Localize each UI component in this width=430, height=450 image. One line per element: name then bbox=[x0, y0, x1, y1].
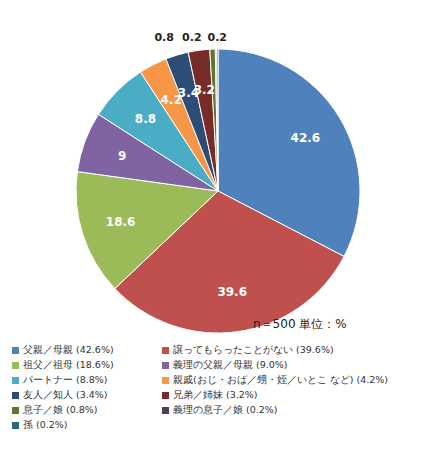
html-text:親戚(おじ・おば／甥・姪／いとこ など) (4.2%): 親戚(おじ・おば／甥・姪／いとこ など) (4.2%) bbox=[173, 374, 388, 385]
svg-text:9: 9 bbox=[118, 149, 126, 163]
svg-text:0.2: 0.2 bbox=[208, 31, 228, 44]
html-text:パートナー (8.8%): パートナー (8.8%) bbox=[23, 374, 108, 385]
svg-text:8.8: 8.8 bbox=[135, 112, 156, 126]
svg-text:18.6: 18.6 bbox=[106, 215, 136, 229]
svg-text:39.6: 39.6 bbox=[217, 285, 247, 299]
html-text:孫 (0.2%): 孫 (0.2%) bbox=[23, 419, 68, 430]
svg-text:3.4: 3.4 bbox=[177, 86, 200, 101]
html-text:n＝500 単位：%: n＝500 単位：% bbox=[253, 317, 347, 331]
html-text:友人／知人 (3.4%): 友人／知人 (3.4%) bbox=[23, 389, 108, 400]
html-text:祖父／祖母 (18.6%): 祖父／祖母 (18.6%) bbox=[23, 359, 114, 370]
html-text:義理の息子／娘 (0.2%): 義理の息子／娘 (0.2%) bbox=[173, 404, 278, 415]
html-text:譲ってもらったことがない (39.6%): 譲ってもらったことがない (39.6%) bbox=[173, 344, 334, 355]
svg-text:3.2: 3.2 bbox=[194, 83, 215, 97]
html-text:義理の父親／母親 (9.0%): 義理の父親／母親 (9.0%) bbox=[173, 359, 288, 370]
html-text:息子／娘 (0.8%): 息子／娘 (0.8%) bbox=[23, 404, 98, 415]
html-text:兄弟／姉妹 (3.2%): 兄弟／姉妹 (3.2%) bbox=[173, 389, 258, 400]
svg-text:4.2: 4.2 bbox=[160, 93, 182, 108]
svg-text:0.8: 0.8 bbox=[154, 31, 174, 44]
html-text:父親／母親 (42.6%): 父親／母親 (42.6%) bbox=[23, 344, 114, 355]
svg-text:0.2: 0.2 bbox=[182, 31, 202, 44]
svg-text:42.6: 42.6 bbox=[291, 131, 321, 145]
